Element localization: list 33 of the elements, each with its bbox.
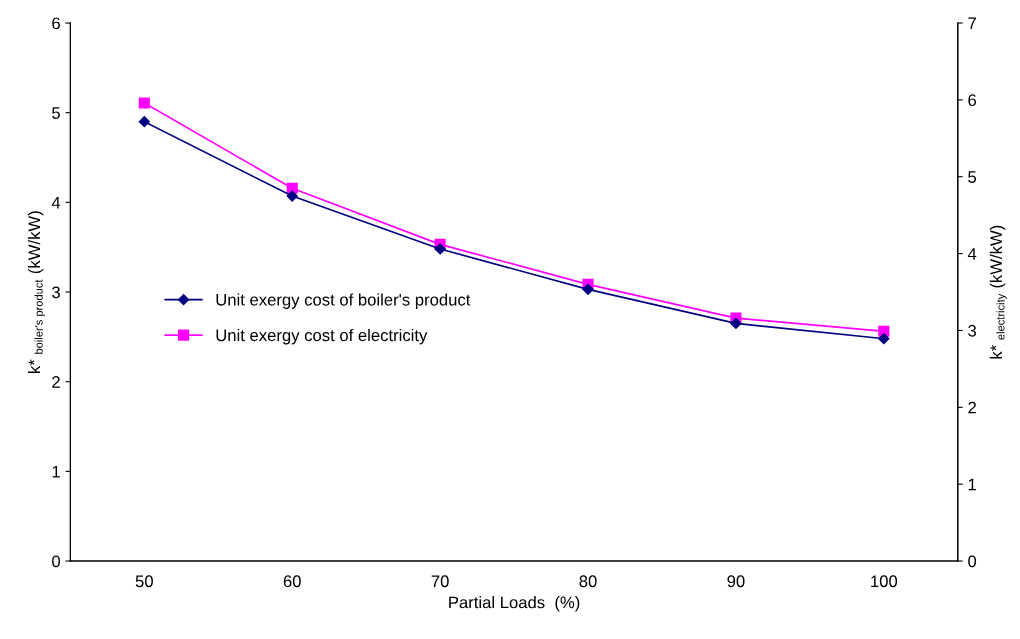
point — [582, 283, 594, 295]
y-tick-label: 3 — [52, 286, 60, 299]
y2-tick-label: 0 — [968, 555, 977, 568]
y-tick-label: 2 — [52, 376, 60, 388]
point — [138, 116, 150, 128]
y-tick-label: 4 — [51, 196, 61, 209]
point — [434, 243, 446, 255]
x-tick-label: 90 — [727, 575, 745, 588]
y2-axis-title: k* electricity (kW/kW) — [989, 225, 1007, 359]
point — [878, 333, 890, 345]
x-tick-label: 70 — [431, 575, 449, 588]
point — [286, 190, 298, 202]
x-tick-label: 100 — [871, 575, 898, 588]
y2-tick-label: 7 — [968, 17, 976, 30]
y-tick-label: 1 — [52, 465, 60, 478]
x-axis-title: Partial Loads (%) — [449, 596, 580, 612]
y-tick-label: 6 — [52, 17, 60, 30]
y2-tick-label: 3 — [968, 324, 977, 337]
y-axis-title: k* boiler's product (kW/kW) — [27, 211, 45, 373]
point — [730, 317, 742, 330]
x-tick-label: 50 — [135, 575, 153, 588]
x-tick-label: 60 — [283, 575, 301, 588]
point — [138, 97, 150, 109]
y-tick-label: 5 — [52, 107, 60, 119]
y-tick-label: 0 — [52, 555, 61, 568]
y2-tick-label: 6 — [968, 94, 977, 107]
y2-tick-label: 5 — [968, 171, 977, 183]
legend-label: Unit exergy cost of electricity — [216, 328, 428, 345]
y2-tick-label: 2 — [968, 401, 976, 414]
y2-tick-label: 1 — [968, 478, 976, 491]
y2-tick-label: 4 — [967, 248, 977, 260]
x-tick-label: 80 — [579, 575, 597, 588]
legend-label: Unit exergy cost of boiler's product — [216, 293, 471, 309]
